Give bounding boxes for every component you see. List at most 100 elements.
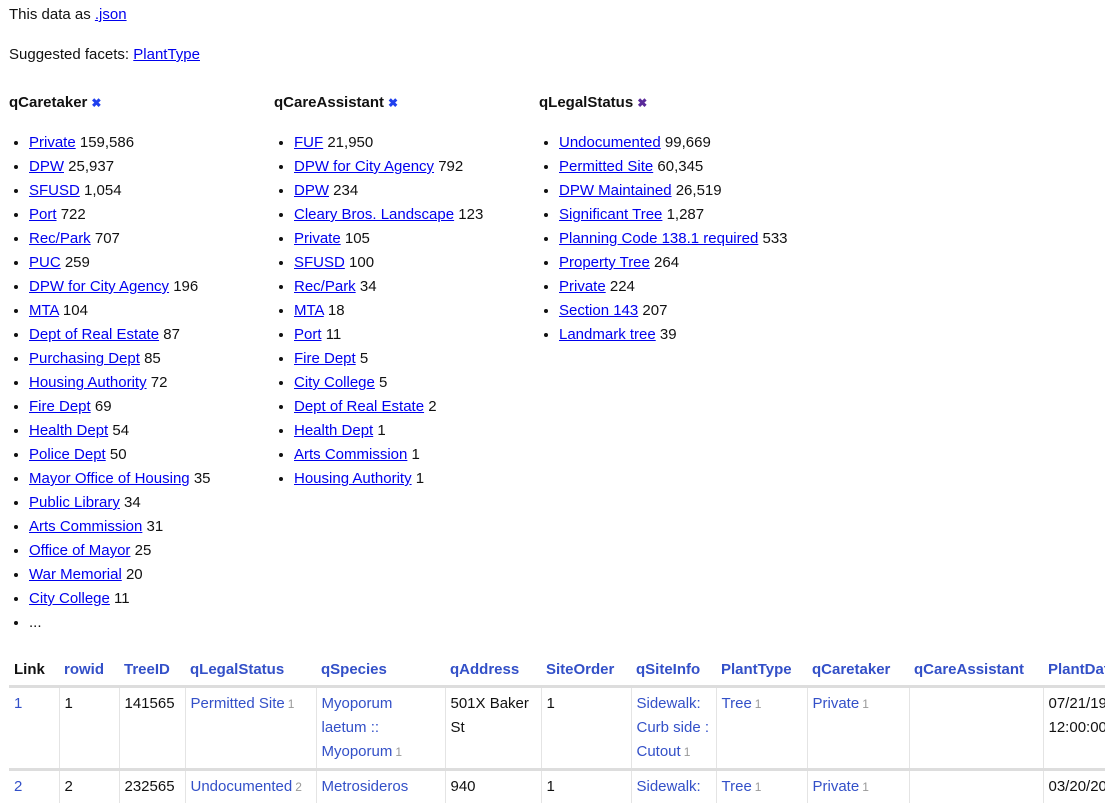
facet-value-link[interactable]: Arts Commission (29, 518, 142, 535)
cell-link[interactable]: Sidewalk: Curb side : Cutout (637, 695, 710, 760)
facet-values: Private 159,586DPW 25,937SFUSD 1,054Port… (9, 131, 274, 635)
remove-facet-icon[interactable]: ✖ (91, 96, 101, 110)
column-header-qsiteinfo[interactable]: qSiteInfo (631, 655, 716, 687)
facet-value-link[interactable]: War Memorial (29, 566, 122, 583)
facet-value-link[interactable]: Significant Tree (559, 206, 662, 223)
facet-value-link[interactable]: DPW (294, 182, 329, 199)
facet-value-link[interactable]: Dept of Real Estate (29, 326, 159, 343)
cell-link[interactable]: Tree (722, 778, 752, 795)
column-header-plantdate[interactable]: PlantDate (1043, 655, 1105, 687)
facet-value-link[interactable]: Office of Mayor (29, 542, 130, 559)
facet-value-link[interactable]: Permitted Site (559, 158, 653, 175)
facet-value-link[interactable]: Landmark tree (559, 326, 656, 343)
facet-value-link[interactable]: Housing Authority (294, 470, 412, 487)
facet-value-link[interactable]: Property Tree (559, 254, 650, 271)
facet-value-link[interactable]: Housing Authority (29, 374, 147, 391)
column-header-rowid[interactable]: rowid (59, 655, 119, 687)
facet-count: 34 (360, 278, 377, 295)
column-header-qcaretaker[interactable]: qCaretaker (807, 655, 909, 687)
facet-value-link[interactable]: Mayor Office of Housing (29, 470, 190, 487)
facet-value-link[interactable]: Section 143 (559, 302, 638, 319)
cell-link[interactable]: Private (813, 778, 860, 795)
facet-value-link[interactable]: Public Library (29, 494, 120, 511)
facet-count: 2 (428, 398, 436, 415)
cell-value: 232565 (125, 778, 175, 795)
cell-link[interactable]: Private (813, 695, 860, 712)
remove-facet-icon[interactable]: ✖ (388, 96, 398, 110)
facet-value-link[interactable]: SFUSD (294, 254, 345, 271)
column-header-link: Link (9, 655, 59, 687)
facet-value-link[interactable]: Planning Code 138.1 required (559, 230, 758, 247)
facet-value-link[interactable]: Fire Dept (29, 398, 91, 415)
facet-value-link[interactable]: Rec/Park (294, 278, 356, 295)
facet-value-link[interactable]: DPW Maintained (559, 182, 672, 199)
facet-value-link[interactable]: DPW for City Agency (294, 158, 434, 175)
facet-results: qCaretaker✖Private 159,586DPW 25,937SFUS… (9, 91, 1105, 635)
facet-value-link[interactable]: DPW for City Agency (29, 278, 169, 295)
column-header-qaddress[interactable]: qAddress (445, 655, 541, 687)
facet-value-link[interactable]: Cleary Bros. Landscape (294, 206, 454, 223)
facet-value-link[interactable]: FUF (294, 134, 323, 151)
cell-link[interactable]: Undocumented (191, 778, 293, 795)
column-header-qcareassistant[interactable]: qCareAssistant (909, 655, 1043, 687)
facet-value-link[interactable]: PUC (29, 254, 61, 271)
facet-value-link[interactable]: MTA (29, 302, 59, 319)
facet-count: 25 (135, 542, 152, 559)
facet-value-link[interactable]: Private (29, 134, 76, 151)
facet-value-link[interactable]: DPW (29, 158, 64, 175)
facet-value-link[interactable]: Purchasing Dept (29, 350, 140, 367)
facet-value-link[interactable]: Rec/Park (29, 230, 91, 247)
cell-link[interactable]: 1 (14, 695, 22, 712)
facet-value-link[interactable]: MTA (294, 302, 324, 319)
facet-value-link[interactable]: Police Dept (29, 446, 106, 463)
facet-value-link[interactable]: City College (29, 590, 110, 607)
facet-count: 196 (173, 278, 198, 295)
facet-title: qLegalStatus✖ (539, 91, 804, 115)
cell-link[interactable]: 2 (14, 778, 22, 795)
remove-facet-icon[interactable]: ✖ (637, 96, 647, 110)
cell-link[interactable]: Sidewalk: (637, 778, 701, 795)
facet-count: 100 (349, 254, 374, 271)
facet-value-link[interactable]: Undocumented (559, 134, 661, 151)
cell-count: 1 (395, 745, 402, 759)
facet-value-link[interactable]: Fire Dept (294, 350, 356, 367)
facet-value-link[interactable]: Arts Commission (294, 446, 407, 463)
facet-qCareAssistant: qCareAssistant✖FUF 21,950DPW for City Ag… (274, 91, 539, 635)
cell-link[interactable]: Permitted Site (191, 695, 285, 712)
facet-values: Undocumented 99,669Permitted Site 60,345… (539, 131, 804, 347)
facet-more: ... (29, 611, 274, 635)
facet-value: DPW 25,937 (29, 155, 274, 179)
facet-count: 707 (95, 230, 120, 247)
facet-value-link[interactable]: Private (294, 230, 341, 247)
facet-value-link[interactable]: Private (559, 278, 606, 295)
cell-rowid: 2 (59, 770, 119, 803)
column-header-qlegalstatus[interactable]: qLegalStatus (185, 655, 316, 687)
facet-value-link[interactable]: Health Dept (294, 422, 373, 439)
facet-value: Arts Commission 1 (294, 443, 539, 467)
facet-count: 1 (377, 422, 385, 439)
cell-link[interactable]: Metrosideros (322, 778, 409, 795)
facet-count: 11 (114, 590, 130, 607)
facet-value-link[interactable]: Port (294, 326, 322, 343)
facet-value-link[interactable]: Dept of Real Estate (294, 398, 424, 415)
facet-name: qCaretaker (9, 94, 87, 111)
facet-value-link[interactable]: Port (29, 206, 57, 223)
cell-link[interactable]: Myoporum laetum :: Myoporum (322, 695, 393, 760)
facet-value: Undocumented 99,669 (559, 131, 804, 155)
column-header-treeid[interactable]: TreeID (119, 655, 185, 687)
facet-value-link[interactable]: City College (294, 374, 375, 391)
cell-link[interactable]: Tree (722, 695, 752, 712)
column-header-siteorder[interactable]: SiteOrder (541, 655, 631, 687)
column-header-qspecies[interactable]: qSpecies (316, 655, 445, 687)
suggested-facet-planttype[interactable]: PlantType (133, 46, 200, 63)
facet-count: 69 (95, 398, 112, 415)
cell-rowid: 1 (59, 687, 119, 770)
column-header-planttype[interactable]: PlantType (716, 655, 807, 687)
facet-value-link[interactable]: Health Dept (29, 422, 108, 439)
facet-value-link[interactable]: SFUSD (29, 182, 80, 199)
json-link[interactable]: .json (95, 6, 127, 23)
